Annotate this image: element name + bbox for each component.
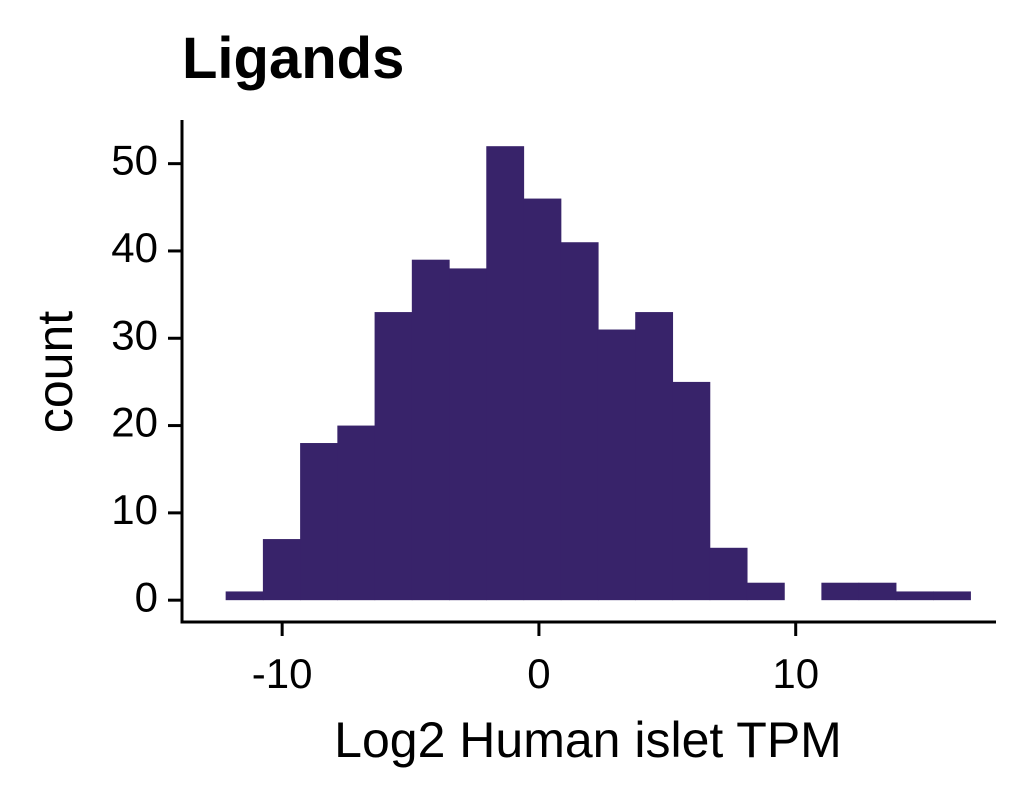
histogram-bar <box>709 547 748 601</box>
histogram-bar <box>225 591 264 601</box>
histogram-bar <box>746 582 785 601</box>
x-tick-label: -10 <box>252 650 313 697</box>
histogram-bar <box>560 242 599 601</box>
x-axis-label: Log2 Human islet TPM <box>334 712 842 768</box>
y-tick-label: 0 <box>135 573 158 620</box>
ticks-layer: 0 10 20 30 40 50 -10 0 10 <box>111 137 819 697</box>
chart-title: Ligands <box>182 26 404 91</box>
histogram-bar <box>895 591 934 601</box>
histogram-bar <box>933 591 971 601</box>
histogram-bar <box>523 198 562 601</box>
histogram-bar <box>449 268 487 601</box>
x-tick-label: 10 <box>772 650 819 697</box>
histogram-bar <box>821 582 860 601</box>
y-axis-label: count <box>27 311 83 433</box>
histogram-bar <box>486 146 525 601</box>
histogram-bar <box>411 259 450 601</box>
histogram-bar <box>262 539 301 601</box>
histogram-bar <box>672 381 711 601</box>
axes-layer <box>180 120 996 624</box>
y-tick-label: 40 <box>111 224 158 271</box>
y-tick-label: 20 <box>111 399 158 446</box>
histogram-bar <box>374 312 413 601</box>
x-tick-label: 0 <box>527 650 550 697</box>
bars-layer <box>225 146 971 601</box>
y-tick-label: 30 <box>111 311 158 358</box>
y-tick-label: 50 <box>111 137 158 184</box>
histogram-bar <box>300 443 338 601</box>
histogram-bar <box>635 312 674 601</box>
y-tick-label: 10 <box>111 486 158 533</box>
histogram-bar <box>337 425 376 601</box>
histogram-bar <box>858 582 897 601</box>
histogram-bar <box>597 329 636 601</box>
